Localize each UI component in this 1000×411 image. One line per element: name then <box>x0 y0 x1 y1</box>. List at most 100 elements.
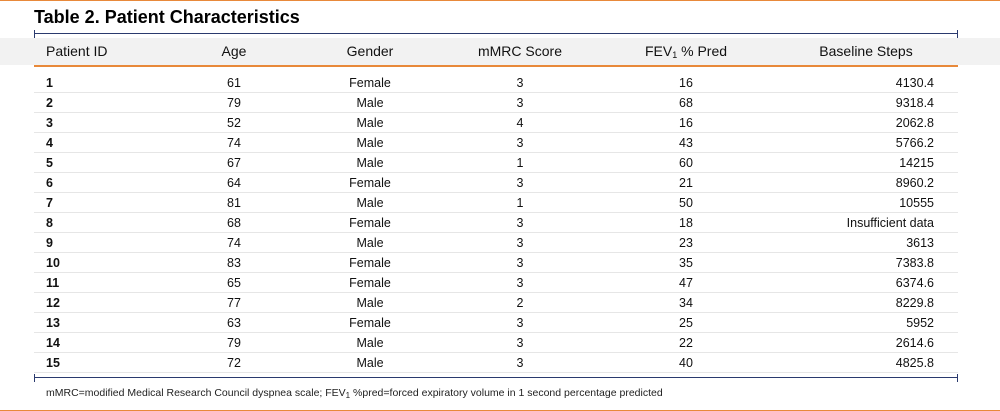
cell-mmrc-score: 3 <box>516 76 524 90</box>
header-fev-subscript: 1 <box>672 50 678 60</box>
cell-age: 74 <box>227 136 241 150</box>
header-fev-prefix: FEV <box>644 43 673 59</box>
cell-gender: Male <box>356 356 384 370</box>
cell-age: 67 <box>227 156 241 170</box>
cell-mmrc-score: 3 <box>516 316 524 330</box>
header-fev1-pred: FEV1 % Pred <box>606 38 766 65</box>
table-row: 5 67 Male 1 60 14215 <box>34 153 958 173</box>
cell-patient-id: 6 <box>46 176 53 190</box>
table-row: 3 52 Male 4 16 2062.8 <box>34 113 958 133</box>
cell-age: 81 <box>227 196 241 210</box>
cell-patient-id: 8 <box>46 216 53 230</box>
cell-mmrc-score: 1 <box>516 196 524 210</box>
header-patient-id: Patient ID <box>46 43 108 59</box>
cell-age: 74 <box>227 236 241 250</box>
cell-fev1-pred: 21 <box>679 176 693 190</box>
cell-baseline-steps: 5766.2 <box>895 136 934 150</box>
top-rule <box>0 0 1000 1</box>
cell-fev1-pred: 23 <box>679 236 693 250</box>
cell-patient-id: 2 <box>46 96 53 110</box>
cell-gender: Female <box>349 256 391 270</box>
table-row: 13 63 Female 3 25 5952 <box>34 313 958 333</box>
cell-fev1-pred: 34 <box>679 296 693 310</box>
cell-age: 79 <box>227 336 241 350</box>
table-row: 9 74 Male 3 23 3613 <box>34 233 958 253</box>
cell-baseline-steps: 14215 <box>899 156 934 170</box>
cell-age: 83 <box>227 256 241 270</box>
cell-gender: Female <box>349 176 391 190</box>
table-header-band <box>0 38 1000 65</box>
cell-baseline-steps: 5952 <box>906 316 934 330</box>
cell-baseline-steps: 8229.8 <box>895 296 934 310</box>
cell-patient-id: 15 <box>46 356 60 370</box>
cell-baseline-steps: 7383.8 <box>895 256 934 270</box>
footnote-part2: %pred=forced expiratory volume in 1 seco… <box>350 387 663 399</box>
footnote-part1: mMRC=modified Medical Research Council d… <box>46 387 346 399</box>
cell-age: 52 <box>227 116 241 130</box>
cell-baseline-steps: 9318.4 <box>895 96 934 110</box>
table-bottom-border <box>34 377 958 378</box>
cell-patient-id: 14 <box>46 336 60 350</box>
cell-gender: Female <box>349 276 391 290</box>
table-row: 7 81 Male 1 50 10555 <box>34 193 958 213</box>
table-top-left-tick <box>34 30 35 38</box>
cell-age: 61 <box>227 76 241 90</box>
table-row: 12 77 Male 2 34 8229.8 <box>34 293 958 313</box>
cell-baseline-steps: 3613 <box>906 236 934 250</box>
cell-fev1-pred: 22 <box>679 336 693 350</box>
cell-patient-id: 11 <box>46 276 60 290</box>
header-baseline-steps: Baseline Steps <box>819 43 913 59</box>
cell-mmrc-score: 3 <box>516 176 524 190</box>
cell-baseline-steps: 8960.2 <box>895 176 934 190</box>
cell-fev1-pred: 43 <box>679 136 693 150</box>
cell-fev1-pred: 25 <box>679 316 693 330</box>
table-row: 4 74 Male 3 43 5766.2 <box>34 133 958 153</box>
cell-fev1-pred: 16 <box>679 76 693 90</box>
cell-mmrc-score: 3 <box>516 96 524 110</box>
cell-patient-id: 10 <box>46 256 60 270</box>
cell-mmrc-score: 3 <box>516 136 524 150</box>
cell-mmrc-score: 3 <box>516 256 524 270</box>
cell-gender: Male <box>356 336 384 350</box>
cell-patient-id: 3 <box>46 116 53 130</box>
table-row: 11 65 Female 3 47 6374.6 <box>34 273 958 293</box>
cell-gender: Male <box>356 96 384 110</box>
cell-gender: Male <box>356 296 384 310</box>
cell-gender: Male <box>356 236 384 250</box>
header-mmrc-score: mMRC Score <box>477 43 562 59</box>
cell-fev1-pred: 40 <box>679 356 693 370</box>
cell-baseline-steps: Insufficient data <box>846 216 934 230</box>
cell-baseline-steps: 6374.6 <box>895 276 934 290</box>
cell-baseline-steps: 10555 <box>899 196 934 210</box>
cell-baseline-steps: 2062.8 <box>895 116 934 130</box>
cell-mmrc-score: 3 <box>516 236 524 250</box>
cell-patient-id: 12 <box>46 296 60 310</box>
table-row: 15 72 Male 3 40 4825.8 <box>34 353 958 373</box>
cell-mmrc-score: 3 <box>516 216 524 230</box>
cell-age: 63 <box>227 316 241 330</box>
table-top-border <box>34 33 958 34</box>
cell-gender: Female <box>349 316 391 330</box>
cell-fev1-pred: 16 <box>679 116 693 130</box>
cell-mmrc-score: 1 <box>516 156 524 170</box>
cell-mmrc-score: 2 <box>516 296 524 310</box>
cell-mmrc-score: 3 <box>516 276 524 290</box>
cell-patient-id: 9 <box>46 236 53 250</box>
cell-gender: Female <box>349 216 391 230</box>
cell-age: 72 <box>227 356 241 370</box>
cell-gender: Male <box>356 156 384 170</box>
table-row: 8 68 Female 3 18 Insufficient data <box>34 213 958 233</box>
table-footnote: mMRC=modified Medical Research Council d… <box>46 387 663 400</box>
header-gender: Gender <box>346 43 394 59</box>
cell-mmrc-score: 3 <box>516 336 524 350</box>
cell-gender: Male <box>356 116 384 130</box>
cell-fev1-pred: 35 <box>679 256 693 270</box>
cell-patient-id: 1 <box>46 76 53 90</box>
cell-age: 65 <box>227 276 241 290</box>
cell-patient-id: 4 <box>46 136 53 150</box>
cell-fev1-pred: 68 <box>679 96 693 110</box>
cell-patient-id: 5 <box>46 156 53 170</box>
cell-mmrc-score: 4 <box>516 116 524 130</box>
cell-mmrc-score: 3 <box>516 356 524 370</box>
table-bottom-right-tick <box>957 374 958 382</box>
